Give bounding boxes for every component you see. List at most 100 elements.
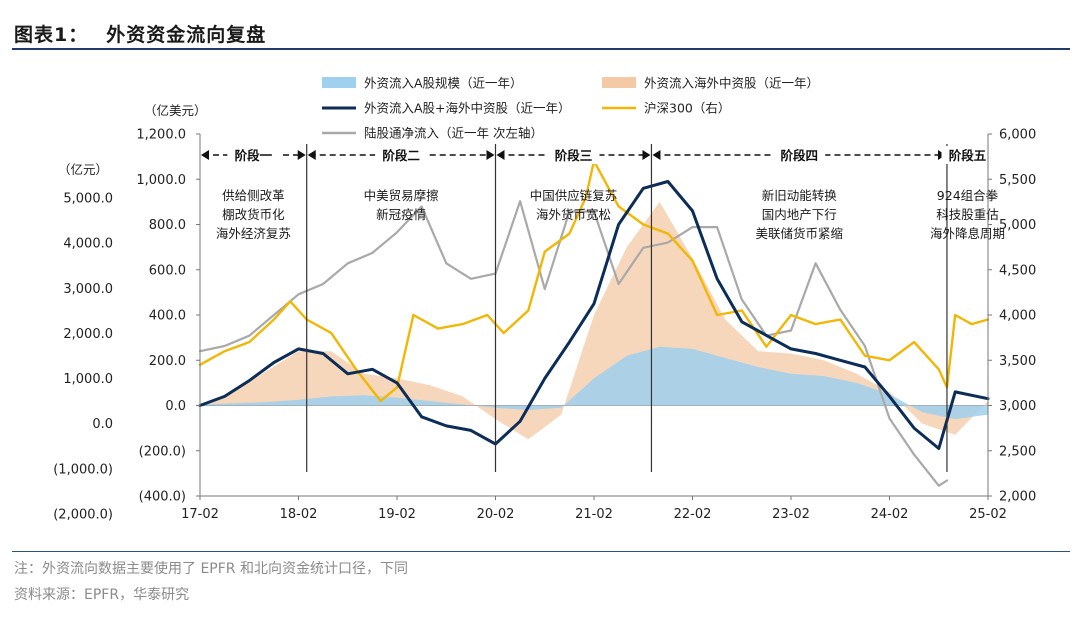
x-tick-label: 23-02 (772, 507, 810, 522)
legend-item-csi300: 沪深300（右） (602, 101, 730, 116)
stage-annotations: 阶段一供给侧改革棚改货币化海外经济复苏阶段二中美贸易摩擦新冠疫情阶段三中国供应链… (201, 144, 1005, 472)
legend-label: 陆股通净流入（近一年 次左轴） (364, 126, 543, 141)
x-tick-label: 21-02 (575, 507, 613, 522)
secondary-axis-unit: （亿元） (58, 162, 108, 177)
left-tick-label: 1,200.0 (136, 128, 186, 143)
right-tick-label: 2,000 (999, 490, 1036, 505)
left-tick-label: 600.0 (149, 263, 186, 278)
figure-title: 图表1： 外资资金流向复盘 (14, 20, 266, 47)
stage-label-bg (375, 146, 428, 164)
stage-label: 阶段五 (949, 148, 987, 163)
stage-label: 阶段三 (555, 148, 593, 163)
axes: 1,200.0 1,000.0 800.0 600.0 400.0 200.0 0.0 (20… (53, 103, 1036, 523)
footnote: 注：外资流向数据主要使用了 EPFR 和北向资金统计口径，下同 (14, 561, 408, 577)
line-series (198, 159, 990, 487)
stage-label-bg (941, 146, 994, 164)
legend-label: 沪深300（右） (644, 101, 730, 116)
legend-item-total: 外资流入A股+海外中资股（近一年） (322, 101, 571, 116)
right-tick-label: 3,000 (999, 399, 1036, 414)
stage-desc-line: 科技股重估 (936, 207, 999, 222)
stage-label: 阶段二 (382, 148, 420, 163)
stage-label-bg (227, 146, 280, 164)
secondary-tick-label: (2,000.0) (53, 508, 113, 523)
stage-desc-line: 棚改货币化 (222, 207, 285, 222)
stage-label: 阶段四 (780, 148, 818, 163)
series-total-line (198, 180, 990, 450)
right-tick-label: 6,000 (999, 128, 1036, 143)
stage-desc-line: 海外货币宽松 (536, 207, 611, 222)
legend-label: 外资流入A股规模（近一年） (364, 76, 523, 91)
stage-arrowhead (201, 150, 209, 160)
left-tick-label: 800.0 (149, 218, 186, 233)
series-csi300-line (198, 159, 990, 403)
area-series (200, 201, 988, 440)
chart: 阶段一供给侧改革棚改货币化海外经济复苏阶段二中美贸易摩擦新冠疫情阶段三中国供应链… (53, 76, 1036, 523)
stage-arrowhead (652, 150, 661, 160)
stage-desc-line: 新冠疫情 (376, 207, 426, 222)
legend-item-northbound: 陆股通净流入（近一年 次左轴） (322, 126, 543, 141)
legend-swatch (322, 77, 356, 88)
x-tick-label: 20-02 (477, 507, 515, 522)
series-a-shares-area (200, 346, 988, 420)
secondary-tick-label: 3,000.0 (63, 282, 113, 297)
left-tick-label: 200.0 (149, 354, 186, 369)
right-tick-label: 5,000 (999, 218, 1036, 233)
title-rule (12, 48, 1070, 50)
secondary-tick-label: 2,000.0 (63, 327, 113, 342)
left-tick-label: 400.0 (149, 309, 186, 324)
stage-desc-line: 美联储货币紧缩 (755, 226, 843, 241)
legend-swatch (602, 77, 636, 88)
stage-desc-line: 新旧动能转换 (762, 188, 838, 203)
secondary-tick-label: 4,000.0 (63, 237, 113, 252)
source-note: 资料来源：EPFR，华泰研究 (14, 587, 190, 603)
figure-title-label: 图表1： (14, 24, 89, 46)
secondary-tick-label: 1,000.0 (63, 372, 113, 387)
figure-title-text: 外资资金流向复盘 (106, 24, 267, 46)
stage-desc-line: 924组合拳 (937, 188, 999, 203)
x-tick-label: 22-02 (674, 507, 712, 522)
left-tick-label: (200.0) (139, 444, 186, 459)
footer-rule (12, 551, 1070, 552)
stage-desc-line: 中国供应链复苏 (530, 188, 618, 203)
left-tick-label: 0.0 (165, 399, 186, 414)
secondary-tick-label: (1,000.0) (53, 462, 113, 477)
stage-desc-line: 中美贸易摩擦 (364, 188, 439, 203)
x-tick-label: 19-02 (378, 507, 416, 522)
x-tick-label: 18-02 (280, 507, 318, 522)
right-tick-label: 4,500 (999, 263, 1036, 278)
stage-arrowhead (307, 150, 316, 160)
right-tick-label: 3,500 (999, 354, 1036, 369)
legend: 外资流入A股规模（近一年） 外资流入海外中资股（近一年） 外资流入A股+海外中资股（… (322, 76, 819, 141)
legend-label: 外资流入A股+海外中资股（近一年） (364, 101, 571, 116)
stage-arrowhead (297, 150, 306, 160)
x-tick-label: 25-02 (969, 507, 1007, 522)
right-tick-label: 2,500 (999, 444, 1036, 459)
stage-label-bg (547, 146, 600, 164)
left-tick-label: (400.0) (139, 490, 186, 505)
stage-desc-line: 海外经济复苏 (216, 226, 291, 241)
series-northbound-line (198, 200, 949, 487)
secondary-tick-label: 5,000.0 (63, 192, 113, 207)
legend-item-a_shares: 外资流入A股规模（近一年） (322, 76, 523, 91)
stage-desc-line: 海外降息周期 (930, 226, 1005, 241)
stage-arrowhead (486, 150, 495, 160)
stage-desc-line: 国内地产下行 (762, 207, 837, 222)
left-tick-label: 1,000.0 (136, 173, 186, 188)
left-axis-unit: （亿美元） (144, 103, 207, 118)
stage-label-bg (773, 146, 826, 164)
legend-label: 外资流入海外中资股（近一年） (644, 76, 819, 91)
secondary-tick-label: 0.0 (92, 417, 113, 432)
stage-arrowhead (496, 150, 505, 160)
stage-label: 阶段一 (235, 148, 273, 163)
x-tick-label: 17-02 (181, 507, 219, 522)
right-tick-label: 5,500 (999, 173, 1036, 188)
stage-desc-line: 供给侧改革 (222, 188, 285, 203)
legend-item-overseas: 外资流入海外中资股（近一年） (602, 76, 819, 91)
right-tick-label: 4,000 (999, 309, 1036, 324)
x-tick-label: 24-02 (871, 507, 909, 522)
